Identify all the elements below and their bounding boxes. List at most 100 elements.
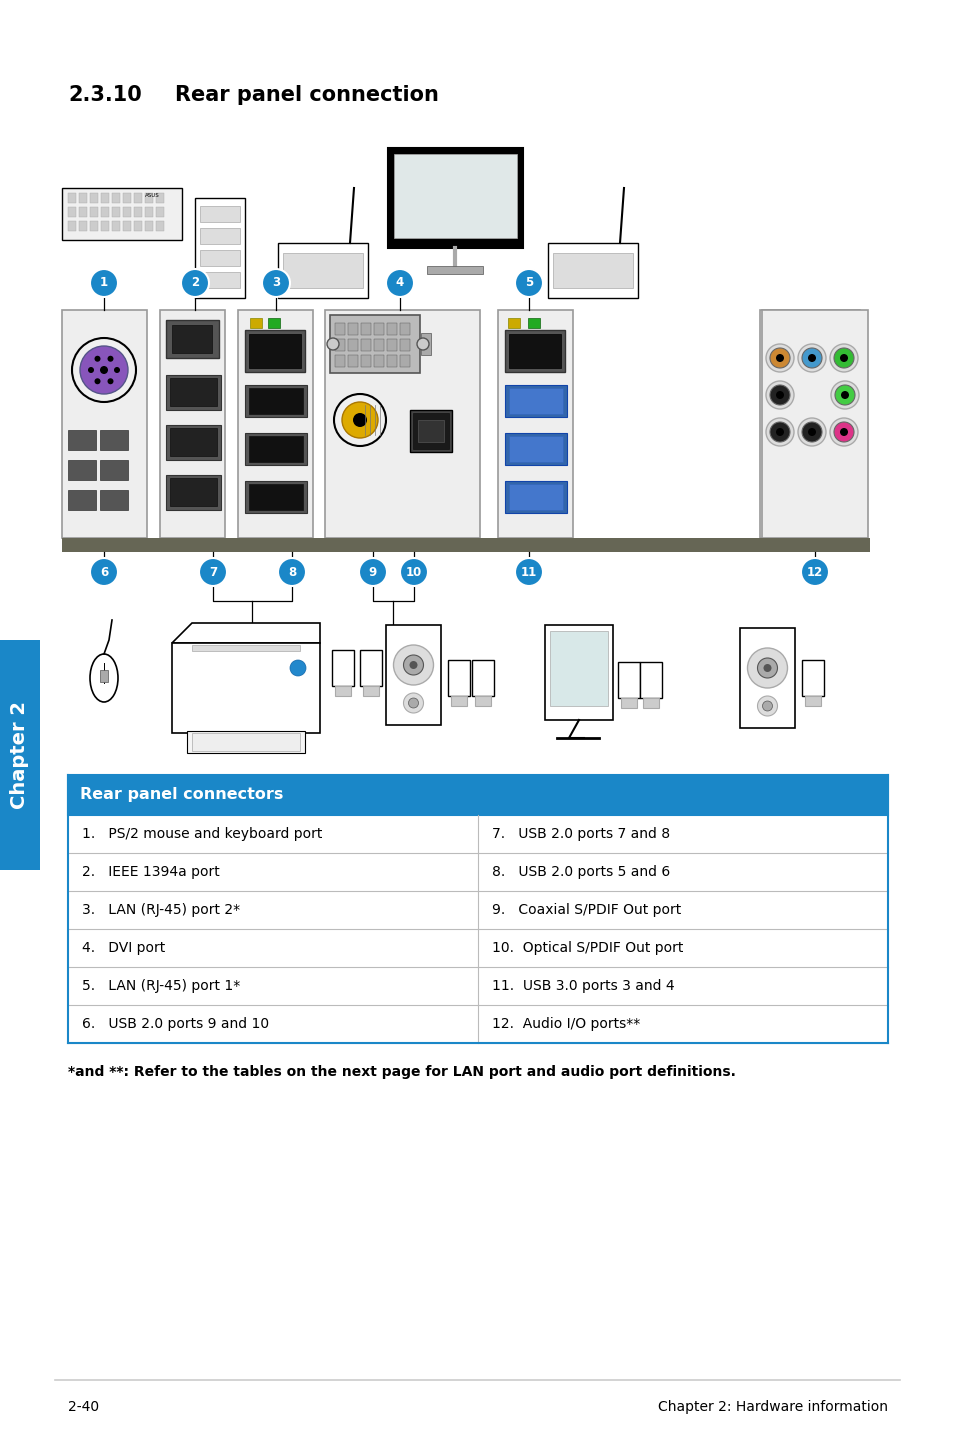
Bar [100,670,108,682]
Text: Rear panel connection: Rear panel connection [174,85,438,105]
Bar [79,193,87,203]
Circle shape [840,354,847,362]
Bar [145,207,152,217]
Bar [394,154,517,239]
Bar [100,430,128,450]
Circle shape [399,558,428,587]
Bar [160,311,225,538]
Circle shape [765,344,793,372]
Bar [330,315,419,372]
Bar [761,311,867,538]
Bar [68,207,76,217]
Bar [360,355,371,367]
Circle shape [829,344,857,372]
Bar [90,193,98,203]
Circle shape [807,354,815,362]
Bar [509,485,562,510]
Circle shape [403,654,423,674]
Bar [200,229,240,244]
Bar [448,660,470,696]
Bar [249,436,303,462]
Text: 6.   USB 2.0 ports 9 and 10: 6. USB 2.0 ports 9 and 10 [82,1017,269,1031]
Circle shape [393,646,433,684]
Text: 9.   Coaxial S/PDIF Out port: 9. Coaxial S/PDIF Out port [492,903,680,917]
Circle shape [747,649,786,687]
Circle shape [775,429,783,436]
Circle shape [334,394,386,446]
Bar [166,475,221,510]
Bar [553,253,633,288]
Bar [399,339,410,351]
Bar [283,253,363,288]
Bar [145,221,152,232]
Bar [277,243,368,298]
Text: 6: 6 [100,565,108,578]
Bar [760,311,859,538]
Bar [237,311,313,538]
Text: 1.   PS/2 mouse and keyboard port: 1. PS/2 mouse and keyboard port [82,827,322,841]
Bar [170,477,216,506]
Bar [509,334,560,368]
Bar [387,339,396,351]
Bar [801,660,823,696]
Polygon shape [172,623,319,643]
Bar [639,661,661,697]
Bar [166,321,219,358]
Circle shape [113,367,120,372]
Circle shape [358,558,387,587]
Circle shape [94,378,100,384]
Circle shape [769,421,789,441]
Text: ASUS: ASUS [145,193,159,198]
Bar [245,329,305,372]
Circle shape [761,700,772,710]
Text: 8: 8 [288,565,295,578]
Bar [335,355,345,367]
Bar [100,490,128,510]
Bar [68,460,96,480]
Text: 5.   LAN (RJ-45) port 1*: 5. LAN (RJ-45) port 1* [82,979,240,994]
Bar [245,480,307,513]
Bar [374,339,384,351]
Circle shape [408,697,418,707]
Bar [101,193,109,203]
Bar [335,339,345,351]
Bar [172,325,212,352]
Bar [507,318,519,328]
Bar [550,631,607,706]
Bar [348,339,357,351]
Bar [249,334,301,368]
Bar [145,193,152,203]
Circle shape [290,660,306,676]
Text: 11: 11 [520,565,537,578]
Bar [68,221,76,232]
Bar [547,243,638,298]
Bar [68,490,96,510]
Bar [399,324,410,335]
Text: 2.   IEEE 1394a port: 2. IEEE 1394a port [82,866,219,879]
Bar [90,221,98,232]
Bar [504,480,566,513]
Bar [618,661,639,697]
Bar [427,266,483,275]
Bar [509,436,562,462]
Text: *and **: Refer to the tables on the next page for LAN port and audio port defini: *and **: Refer to the tables on the next… [68,1066,735,1078]
Circle shape [88,367,94,372]
Circle shape [403,693,423,713]
Bar [79,207,87,217]
Bar [170,378,216,406]
Circle shape [327,338,338,349]
Bar [166,426,221,460]
Circle shape [262,269,290,298]
Bar [112,207,120,217]
Bar [420,334,431,355]
Bar [112,193,120,203]
Circle shape [515,269,542,298]
Bar [123,221,131,232]
Text: 12.  Audio I/O ports**: 12. Audio I/O ports** [492,1017,639,1031]
Ellipse shape [90,654,118,702]
Bar [472,660,494,696]
Text: 4: 4 [395,276,404,289]
Circle shape [797,344,825,372]
Bar [417,420,443,441]
Bar [360,324,371,335]
